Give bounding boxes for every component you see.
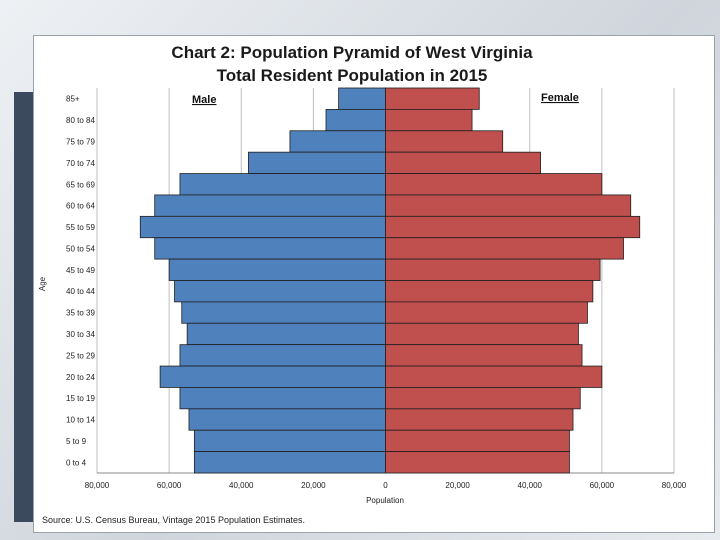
age-label: 60 to 64 bbox=[66, 202, 95, 211]
age-label: 35 to 39 bbox=[66, 309, 95, 318]
bar-female-85- bbox=[385, 87, 480, 110]
bar-female-20-to-24 bbox=[385, 365, 603, 388]
bar-male-30-to-34 bbox=[186, 322, 386, 346]
bar-male-70-to-74 bbox=[248, 151, 386, 174]
source-note: Source: U.S. Census Bureau, Vintage 2015… bbox=[42, 515, 305, 525]
bar-male-80-to-84 bbox=[325, 108, 386, 132]
age-label: 85+ bbox=[66, 95, 80, 104]
bar-male-25-to-29 bbox=[179, 344, 386, 367]
x-tick-label: 40,000 bbox=[229, 481, 254, 490]
x-tick-labels: 80,000 60,000 40,000 20,000 0 20,000 40,000 60,… bbox=[85, 481, 687, 490]
age-label: 70 to 74 bbox=[66, 159, 95, 168]
age-label: 50 to 54 bbox=[66, 244, 95, 253]
x-tick-label: 80,000 bbox=[85, 481, 110, 490]
age-label: 0 to 4 bbox=[66, 458, 87, 467]
bar-female-40-to-44 bbox=[385, 280, 594, 303]
bar-male-20-to-24 bbox=[159, 365, 386, 388]
bar-female-30-to-34 bbox=[385, 322, 579, 346]
bar-male-35-to-39 bbox=[181, 301, 386, 324]
x-axis-title: Population bbox=[366, 496, 404, 505]
bar-male-85- bbox=[338, 87, 386, 110]
bar-female-15-to-19 bbox=[385, 387, 581, 410]
bar-male-60-to-64 bbox=[154, 194, 386, 217]
age-label: 65 to 69 bbox=[66, 180, 95, 189]
bar-male-45-to-49 bbox=[168, 258, 386, 281]
age-label: 55 to 59 bbox=[66, 223, 95, 232]
x-tick-label: 60,000 bbox=[590, 481, 615, 490]
x-tick-label: 40,000 bbox=[518, 481, 543, 490]
x-tick-label: 20,000 bbox=[445, 481, 470, 490]
age-label: 40 to 44 bbox=[66, 287, 95, 296]
bar-female-45-to-49 bbox=[385, 258, 601, 281]
age-label: 30 to 34 bbox=[66, 330, 95, 339]
age-label: 15 to 19 bbox=[66, 394, 95, 403]
bar-female-55-to-59 bbox=[385, 215, 641, 239]
bar-female-5-to-9 bbox=[385, 429, 570, 453]
bar-male-5-to-9 bbox=[193, 429, 386, 453]
age-label: 80 to 84 bbox=[66, 116, 95, 125]
age-label: 20 to 24 bbox=[66, 373, 95, 382]
x-tick-label: 60,000 bbox=[157, 481, 182, 490]
x-tick-label: 0 bbox=[383, 481, 388, 490]
bar-male-55-to-59 bbox=[139, 215, 386, 239]
bars-group bbox=[139, 87, 641, 474]
bar-male-75-to-79 bbox=[289, 130, 386, 153]
age-label: 10 to 14 bbox=[66, 416, 95, 425]
age-label: 25 to 29 bbox=[66, 351, 95, 360]
age-label: 45 to 49 bbox=[66, 266, 95, 275]
chart-card: Chart 2: Population Pyramid of West Virg… bbox=[33, 35, 715, 533]
bar-female-35-to-39 bbox=[385, 301, 588, 324]
bar-female-0-to-4 bbox=[385, 451, 570, 474]
x-tick-label: 20,000 bbox=[301, 481, 326, 490]
legend-male: Male bbox=[192, 94, 216, 106]
legend-female: Female bbox=[541, 92, 579, 104]
chart-subtitle: Total Resident Population in 2015 bbox=[217, 66, 488, 85]
age-label: 5 to 9 bbox=[66, 437, 87, 446]
bar-female-50-to-54 bbox=[385, 237, 624, 260]
bar-male-0-to-4 bbox=[193, 451, 386, 474]
bar-male-65-to-69 bbox=[179, 173, 386, 196]
age-label: 75 to 79 bbox=[66, 137, 95, 146]
age-labels: 85+ 80 to 84 75 to 79 70 to 74 65 to 69 60 to… bbox=[66, 95, 95, 468]
chart-title: Chart 2: Population Pyramid of West Virg… bbox=[171, 43, 533, 62]
population-pyramid-chart: Chart 2: Population Pyramid of West Virg… bbox=[38, 43, 687, 525]
bar-female-70-to-74 bbox=[385, 151, 541, 174]
bar-female-75-to-79 bbox=[385, 130, 504, 153]
bar-female-25-to-29 bbox=[385, 344, 583, 367]
bar-male-15-to-19 bbox=[179, 387, 386, 410]
bar-female-10-to-14 bbox=[385, 408, 574, 431]
x-tick-label: 80,000 bbox=[662, 481, 687, 490]
slide-accent-bar bbox=[14, 92, 36, 522]
bar-female-80-to-84 bbox=[385, 108, 473, 132]
bar-female-65-to-69 bbox=[385, 173, 603, 196]
bar-female-60-to-64 bbox=[385, 194, 632, 217]
bar-male-10-to-14 bbox=[188, 408, 386, 431]
bar-male-40-to-44 bbox=[174, 280, 386, 303]
y-axis-title: Age bbox=[38, 276, 47, 291]
bar-male-50-to-54 bbox=[154, 237, 386, 260]
